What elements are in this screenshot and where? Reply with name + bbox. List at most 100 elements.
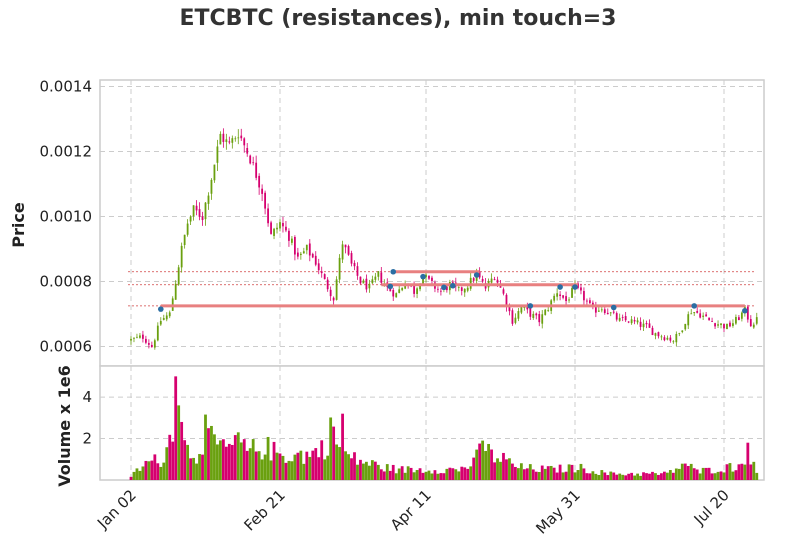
volume-bar: [341, 413, 344, 480]
candle-body: [437, 288, 439, 290]
volume-bar: [582, 468, 586, 480]
volume-bar: [323, 459, 327, 480]
volume-bar: [710, 473, 714, 480]
volume-bar: [317, 457, 321, 480]
volume-bar: [350, 458, 353, 480]
volume-bar: [254, 451, 258, 480]
candle-body: [553, 295, 556, 301]
candle-body: [130, 338, 132, 341]
volume-tick-label: 4: [82, 388, 92, 406]
volume-axis: 24: [82, 388, 92, 447]
volume-bar: [150, 460, 154, 480]
volume-bar: [195, 463, 198, 480]
candle-body: [621, 317, 624, 318]
candle-body: [377, 271, 380, 277]
volume-bar: [192, 457, 195, 480]
candle-body: [663, 337, 666, 341]
candle-body: [335, 279, 338, 300]
candle-body: [308, 243, 311, 256]
volume-bar: [466, 468, 470, 480]
candle-body: [511, 310, 514, 324]
candle-body: [538, 314, 541, 323]
x-tick-label: Jul 20: [690, 486, 733, 529]
candle-body: [648, 323, 651, 328]
candle-body: [133, 337, 135, 339]
candle-body: [699, 313, 702, 318]
volume-bar: [290, 461, 294, 480]
touch-marker: [390, 268, 397, 275]
candle-body: [618, 317, 621, 321]
volume-bar: [448, 467, 452, 480]
volume-bar: [588, 473, 592, 480]
candle-body: [255, 162, 258, 178]
touch-marker: [742, 307, 748, 314]
volume-bar: [230, 444, 234, 480]
candle-body: [460, 287, 463, 291]
candle-body: [207, 195, 210, 204]
candle-body: [344, 244, 347, 248]
candle-body: [752, 324, 755, 328]
volume-bar: [183, 440, 187, 480]
candle-body: [180, 245, 183, 268]
candle-body: [365, 278, 368, 290]
candle-body: [419, 284, 421, 290]
volume-bar: [564, 471, 568, 480]
volume-bar: [505, 459, 508, 480]
volume-bar: [573, 472, 577, 480]
candle-body: [589, 300, 591, 304]
volume-bar: [406, 466, 410, 480]
volume-bar: [132, 471, 136, 480]
candle-body: [457, 287, 460, 289]
volume-bar: [478, 443, 482, 480]
candle-body: [168, 312, 171, 317]
volume-bar: [546, 466, 550, 480]
volume-bar: [740, 463, 744, 480]
candle-body: [189, 216, 192, 222]
candle-body: [201, 216, 204, 221]
candle-body: [153, 340, 156, 348]
candle-body: [389, 287, 392, 292]
candle-body: [541, 314, 544, 324]
x-tick-label: Feb 21: [240, 486, 288, 534]
candle-body: [252, 162, 255, 164]
candle-body: [240, 135, 243, 139]
candle-body: [496, 279, 499, 283]
candle-body: [660, 336, 663, 338]
volume-bar: [525, 468, 529, 480]
candle-body: [198, 209, 201, 217]
volume-bar: [552, 467, 556, 480]
volume-bar: [746, 442, 750, 480]
volume-bar: [418, 468, 422, 480]
candle-body: [371, 279, 374, 284]
candle-body: [669, 337, 672, 341]
resistance-lines: [160, 270, 745, 308]
volume-bar: [665, 472, 669, 480]
candle-body: [323, 274, 326, 280]
candle-body: [347, 246, 350, 255]
candle-body: [282, 222, 284, 227]
candle-body: [404, 285, 407, 289]
volume-bar: [481, 440, 485, 480]
volume-bar: [567, 464, 571, 480]
volume-bar: [549, 465, 553, 480]
volume-bar: [180, 421, 184, 480]
candle-body: [359, 276, 362, 284]
candle-body: [717, 324, 719, 326]
volume-bar: [218, 440, 222, 480]
volume-bar: [484, 450, 488, 480]
volume-bar: [421, 472, 425, 480]
candle-body: [356, 266, 359, 276]
volume-bar: [531, 469, 535, 480]
candle-body: [416, 288, 418, 294]
volume-axis-label: Volume x 1e6: [55, 365, 74, 486]
volume-bar: [609, 471, 613, 480]
candle-body: [428, 275, 430, 279]
volume-bar: [636, 473, 639, 480]
volume-bar: [630, 472, 634, 480]
volume-bar: [651, 471, 654, 480]
volume-bar: [585, 473, 589, 480]
volume-bar: [606, 475, 610, 480]
volume-bar: [165, 447, 169, 480]
volume-bar: [135, 468, 139, 480]
volume-bar: [600, 470, 604, 480]
